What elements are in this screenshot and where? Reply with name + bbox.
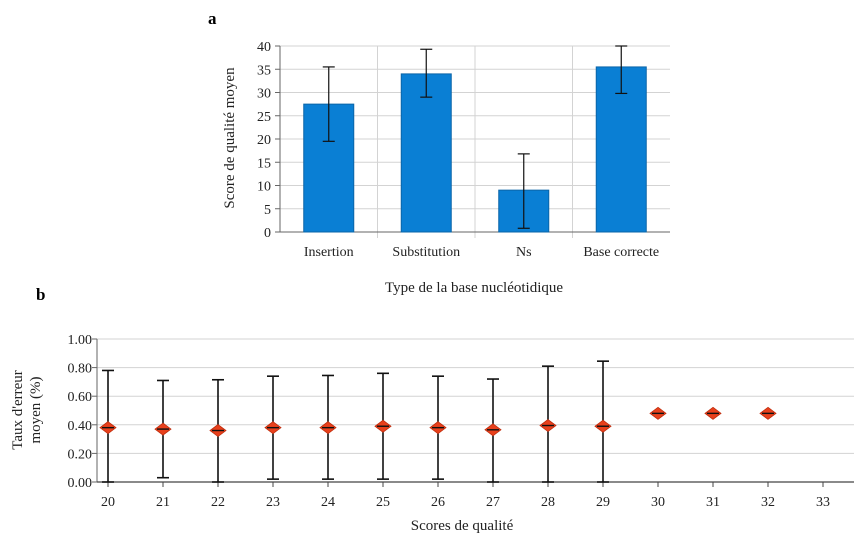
x-tick-label: 30 [651, 495, 665, 510]
panel-b-label: b [36, 285, 45, 304]
panel-b-ylabel: Taux d'erreur moyen (%) [10, 370, 44, 450]
panel-b-ylabel-line1: Taux d'erreur [10, 370, 26, 450]
y-tick-label: 1.00 [68, 333, 93, 348]
x-tick-label: Substitution [392, 245, 460, 260]
y-tick-label: 0.60 [68, 390, 93, 405]
panel-b-xlabel: Scores de qualité [411, 518, 514, 534]
bar [595, 66, 647, 233]
x-tick-label: 20 [101, 495, 115, 510]
y-tick-label: 25 [257, 110, 271, 125]
y-tick-label: 20 [257, 133, 271, 148]
x-tick-label: 31 [706, 495, 720, 510]
x-tick-label: 26 [431, 495, 445, 510]
y-tick-label: 0 [264, 226, 271, 241]
panel-b-ylabel-line2: moyen (%) [28, 376, 44, 443]
x-tick-label: 23 [266, 495, 280, 510]
x-tick-label: Ns [516, 245, 532, 260]
panel-a-label: a [208, 9, 217, 28]
panel-b-plot: 0.00 0.20 0.40 0.60 0.80 1.00 20 21 22 23 24 25 26 27… [68, 333, 854, 510]
x-tick-label: 25 [376, 495, 390, 510]
x-tick-label: 32 [761, 495, 775, 510]
y-tick-label: 0.20 [68, 447, 93, 462]
y-tick-label: 0.00 [68, 476, 93, 491]
panel-a-ylabel: Score de qualité moyen [222, 67, 238, 209]
y-tick-label: 30 [257, 87, 271, 102]
y-tick-label: 15 [257, 156, 271, 171]
y-tick-label: 35 [257, 63, 271, 78]
y-tick-label: 0.80 [68, 362, 93, 377]
y-tick-label: 0.40 [68, 419, 93, 434]
panel-a-plot: 0 5 10 15 20 25 30 35 40 Insertion Substitution Ns B… [257, 40, 670, 260]
x-tick-label: 28 [541, 495, 555, 510]
y-tick-label: 40 [257, 40, 271, 55]
y-tick-label: 5 [264, 203, 271, 218]
x-tick-label: 29 [596, 495, 610, 510]
x-tick-label: 33 [816, 495, 830, 510]
x-tick-label: 27 [486, 495, 500, 510]
x-tick-label: 22 [211, 495, 225, 510]
x-tick-label: Insertion [304, 245, 354, 260]
x-tick-label: 24 [321, 495, 335, 510]
x-tick-label: Base correcte [583, 245, 659, 260]
x-tick-label: 21 [156, 495, 170, 510]
panel-a-xlabel: Type de la base nucléotidique [385, 280, 563, 296]
y-tick-label: 10 [257, 180, 271, 195]
bar [400, 73, 452, 233]
